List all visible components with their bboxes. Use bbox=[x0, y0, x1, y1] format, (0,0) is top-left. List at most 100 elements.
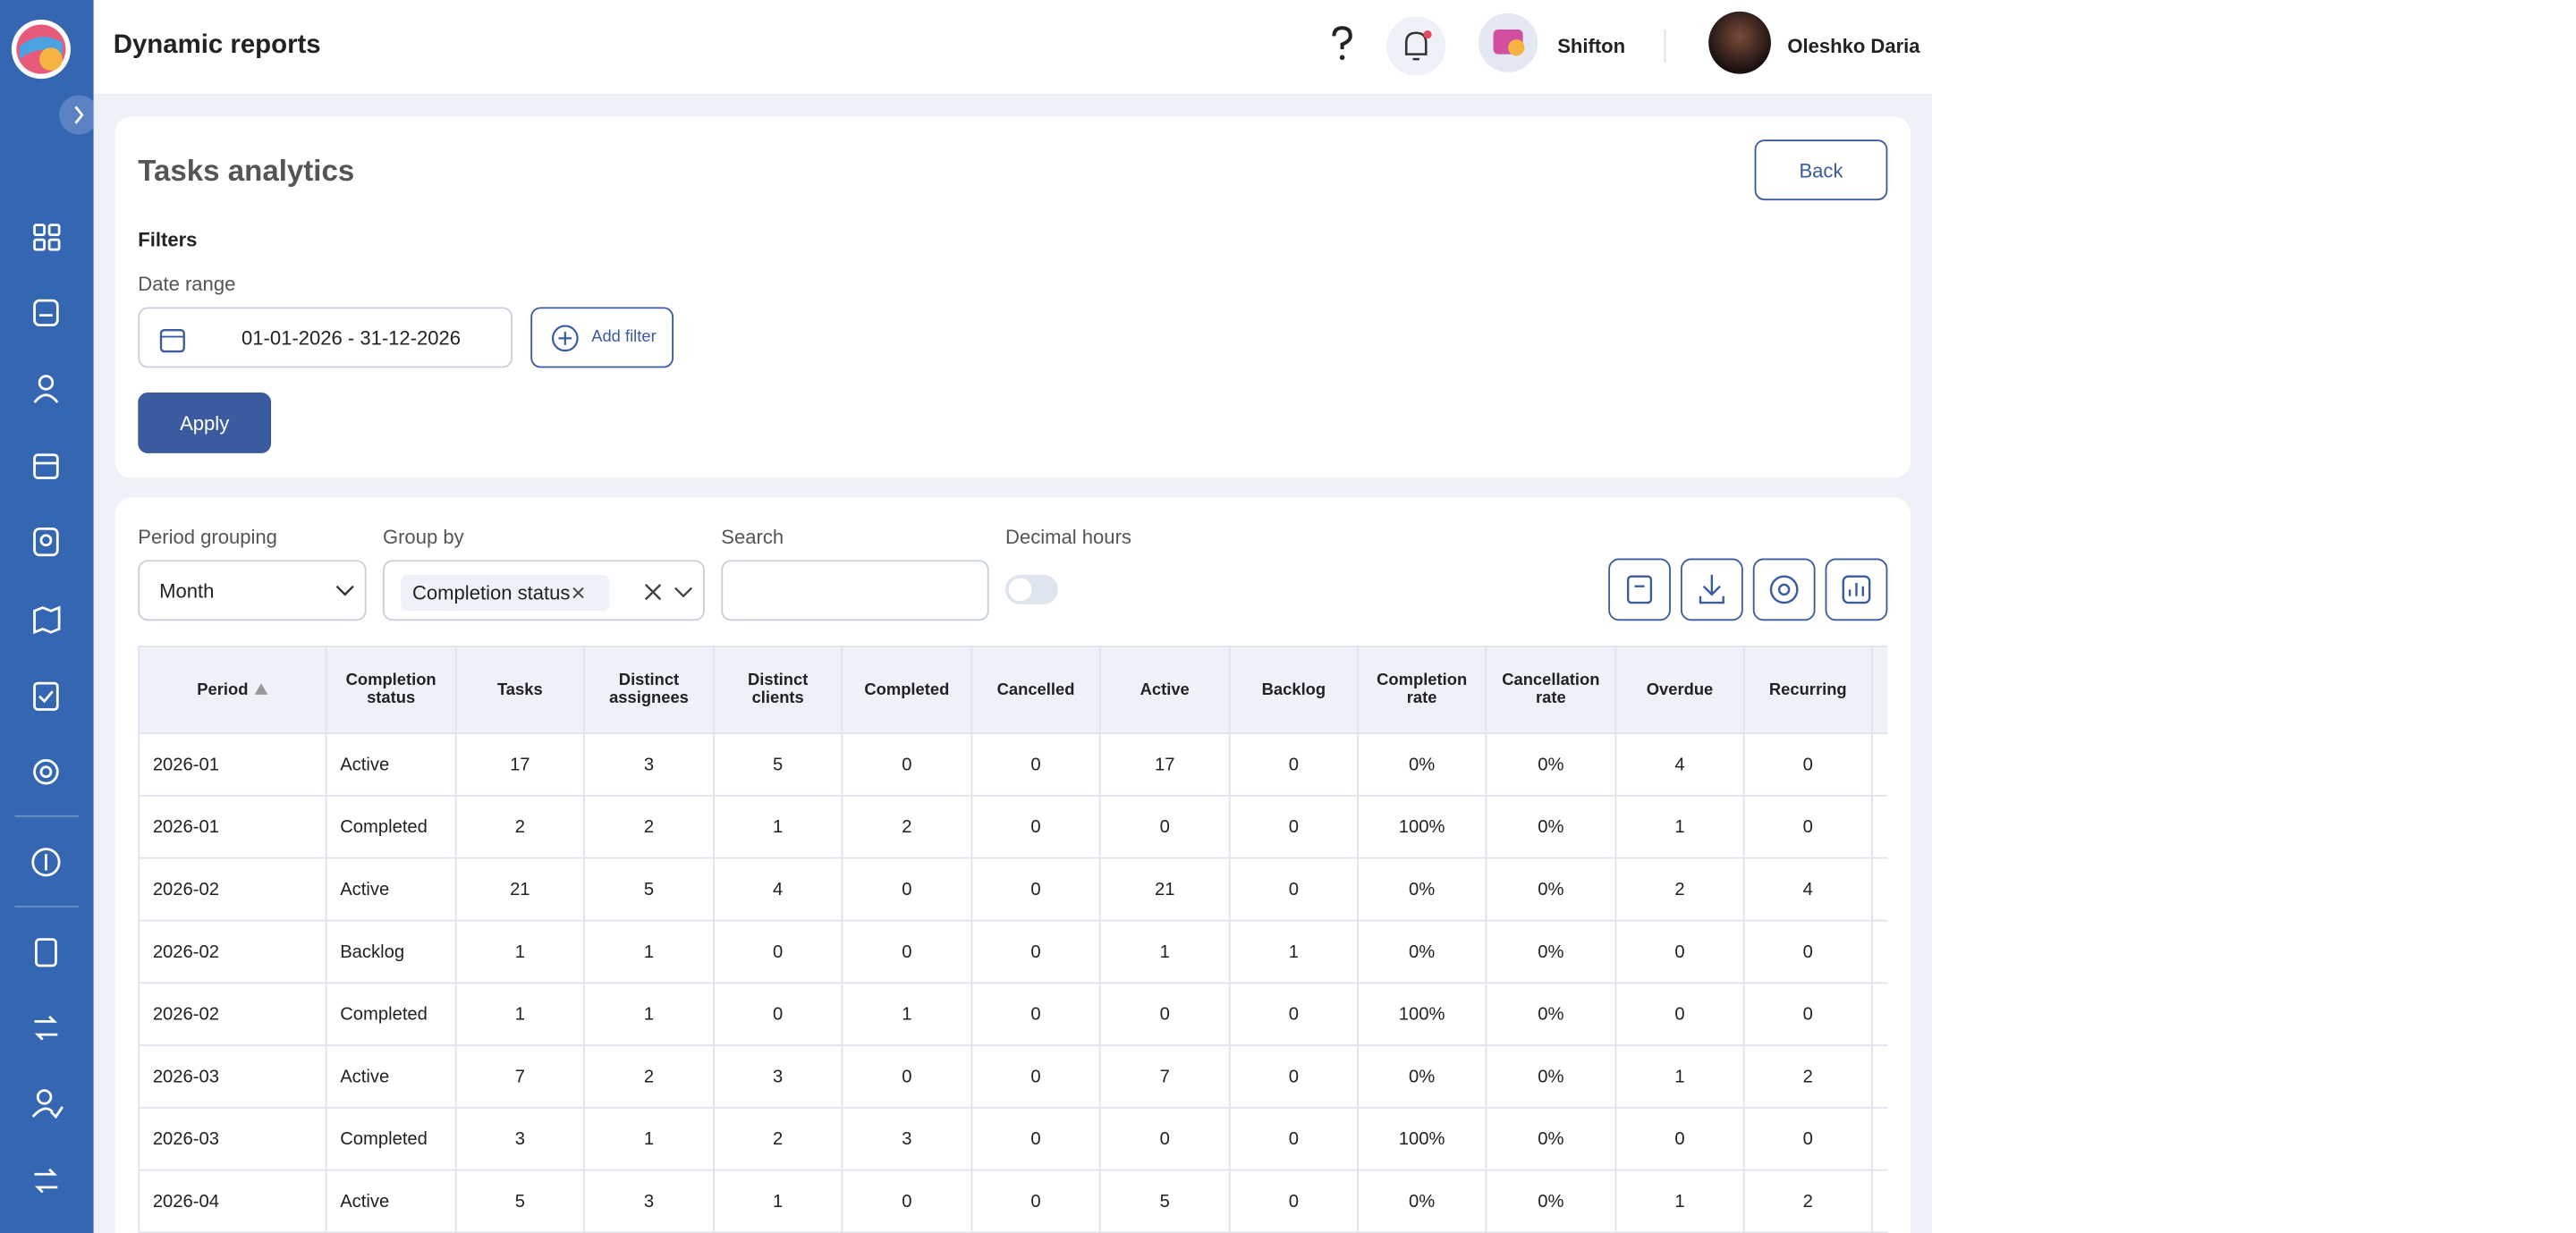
table-cell: 17 bbox=[454, 732, 585, 797]
chip-remove[interactable] bbox=[572, 587, 585, 600]
column-header[interactable]: Period bbox=[138, 645, 327, 735]
table-cell: 2 bbox=[841, 794, 973, 859]
back-button[interactable]: Back bbox=[1754, 139, 1888, 201]
table-cell: 1 bbox=[1228, 919, 1359, 984]
table-cell: 4 bbox=[713, 857, 843, 922]
table-cell: 0% bbox=[1357, 1044, 1487, 1109]
table-cell: 2026-02 bbox=[138, 919, 327, 984]
table-cell: 0 bbox=[1228, 794, 1359, 859]
search-input[interactable] bbox=[721, 560, 989, 621]
table-cell: 100% bbox=[1357, 982, 1487, 1046]
apply-button[interactable]: Apply bbox=[138, 392, 272, 453]
table-row: 2026-01 Completed 2 2 1 2 0 0 0 100% 0% 1 0 bbox=[138, 794, 1888, 859]
filters-card: Tasks analytics Back Filters Date range … bbox=[114, 116, 1911, 478]
column-header[interactable]: Tasks bbox=[454, 645, 585, 735]
column-header[interactable]: Distinct assignees bbox=[583, 645, 715, 735]
table-row: 2026-03 Active 7 2 3 0 0 7 0 0% 0% 1 2 bbox=[138, 1044, 1888, 1109]
column-header-text: Period bbox=[197, 680, 249, 699]
column-header[interactable]: Cancelled bbox=[970, 645, 1101, 735]
add-filter-button[interactable]: Add filter bbox=[530, 307, 674, 368]
table-cell: 0% bbox=[1485, 1169, 1617, 1233]
user-avatar[interactable] bbox=[1708, 11, 1771, 74]
table-cell: 0 bbox=[1742, 732, 1873, 797]
table-cell: 0 bbox=[1614, 982, 1745, 1046]
table-cell: 0 bbox=[841, 1044, 973, 1109]
table-cell: 2 bbox=[583, 794, 715, 859]
group-chip[interactable]: Completion status bbox=[401, 574, 610, 612]
table-cell: 3 bbox=[713, 1044, 843, 1109]
table-row: 2026-01 Active 17 3 5 0 0 17 0 0% 0% 4 0 bbox=[138, 732, 1888, 797]
chevron bbox=[335, 585, 354, 596]
report-table: Period Completion status Tasks Distinct ass… bbox=[138, 645, 1888, 1233]
table-cell: 2026-01 bbox=[138, 732, 327, 797]
table-cell bbox=[1871, 1044, 1888, 1109]
table-cell: 3 bbox=[583, 732, 715, 797]
date-range-label: Date range bbox=[138, 272, 236, 296]
table-cell: 0 bbox=[970, 1106, 1101, 1171]
table-cell: 2 bbox=[713, 1106, 843, 1171]
column-header[interactable]: Active bbox=[1098, 645, 1231, 735]
user-name[interactable]: Oleshko Daria bbox=[1787, 34, 1920, 58]
column-header[interactable]: Backlog bbox=[1228, 645, 1359, 735]
table-cell: 0 bbox=[1228, 1106, 1359, 1171]
period-grouping-label: Period grouping bbox=[138, 525, 277, 549]
table-cell: 0% bbox=[1485, 982, 1617, 1046]
date-range-value: 01-01-2026 - 31-12-2026 bbox=[241, 326, 462, 350]
column-header-text: Distinct clients bbox=[747, 671, 809, 708]
table-cell: 17 bbox=[1098, 732, 1231, 797]
table-cell: 1 bbox=[1614, 794, 1745, 859]
table-cell: 2 bbox=[1742, 1169, 1873, 1233]
company-name[interactable]: Shifton bbox=[1557, 34, 1626, 58]
table-cell: 2 bbox=[454, 794, 585, 859]
header-row: Period Completion status Tasks Distinct ass… bbox=[138, 645, 1888, 735]
table-cell: 2 bbox=[583, 1044, 715, 1109]
table-cell: Completed bbox=[325, 982, 457, 1046]
table-cell: 100% bbox=[1357, 794, 1487, 859]
column-header[interactable]: Overdue bbox=[1614, 645, 1745, 735]
page-title: Dynamic reports bbox=[113, 30, 321, 60]
divider bbox=[1664, 30, 1666, 63]
table-cell: 0% bbox=[1357, 919, 1487, 984]
table-cell bbox=[1871, 794, 1888, 859]
toggle-knob bbox=[1008, 578, 1032, 602]
column-header[interactable]: Completion status bbox=[325, 645, 457, 735]
table-cell: 0 bbox=[970, 794, 1101, 859]
table-cell: 2 bbox=[1742, 1044, 1873, 1109]
period-value: Month bbox=[159, 578, 215, 603]
column-header[interactable]: Recurring bbox=[1742, 645, 1873, 735]
select-controls[interactable] bbox=[644, 583, 693, 603]
group-by-select[interactable]: Completion status bbox=[382, 560, 705, 621]
report-title: Tasks analytics bbox=[138, 154, 355, 188]
table-cell: 0 bbox=[970, 982, 1101, 1046]
column-header-text: Recurring bbox=[1768, 680, 1847, 699]
period-select[interactable]: Month bbox=[138, 560, 367, 621]
table-cell: 1 bbox=[713, 794, 843, 859]
table-cell: 0 bbox=[713, 982, 843, 1046]
column-header[interactable]: Completed bbox=[841, 645, 973, 735]
table-cell: 0% bbox=[1357, 1169, 1487, 1233]
top-icons[interactable] bbox=[1318, 13, 1810, 82]
table-cell: 0 bbox=[1742, 1106, 1873, 1171]
column-header[interactable]: Completion rate bbox=[1357, 645, 1487, 735]
column-header-text: Tasks bbox=[496, 680, 543, 699]
column-header-text: Completion rate bbox=[1377, 671, 1468, 708]
search-label: Search bbox=[721, 525, 784, 549]
table-cell: 1 bbox=[1614, 1044, 1745, 1109]
table-cell: 0 bbox=[1742, 919, 1873, 984]
table-cell: 5 bbox=[1098, 1169, 1231, 1233]
group-by-label: Group by bbox=[382, 525, 464, 549]
decimal-toggle[interactable] bbox=[1005, 574, 1058, 604]
table-cell: 2026-02 bbox=[138, 857, 327, 922]
table-cell: Backlog bbox=[325, 919, 457, 984]
table-cell: 0 bbox=[713, 919, 843, 984]
table-row: 2026-04 Active 5 3 1 0 0 5 0 0% 0% 1 2 bbox=[138, 1169, 1888, 1233]
table-cell: 0% bbox=[1485, 732, 1617, 797]
table-cell: 0% bbox=[1485, 919, 1617, 984]
table-row: 2026-02 Completed 1 1 0 1 0 0 0 100% 0% 0 0 bbox=[138, 982, 1888, 1046]
table-cell: 3 bbox=[454, 1106, 585, 1171]
column-header[interactable]: Cancellation rate bbox=[1485, 645, 1617, 735]
date-range-input[interactable]: 01-01-2026 - 31-12-2026 bbox=[138, 307, 513, 368]
toolbar-buttons[interactable] bbox=[1608, 558, 1891, 623]
column-header[interactable]: Distinct clients bbox=[713, 645, 843, 735]
